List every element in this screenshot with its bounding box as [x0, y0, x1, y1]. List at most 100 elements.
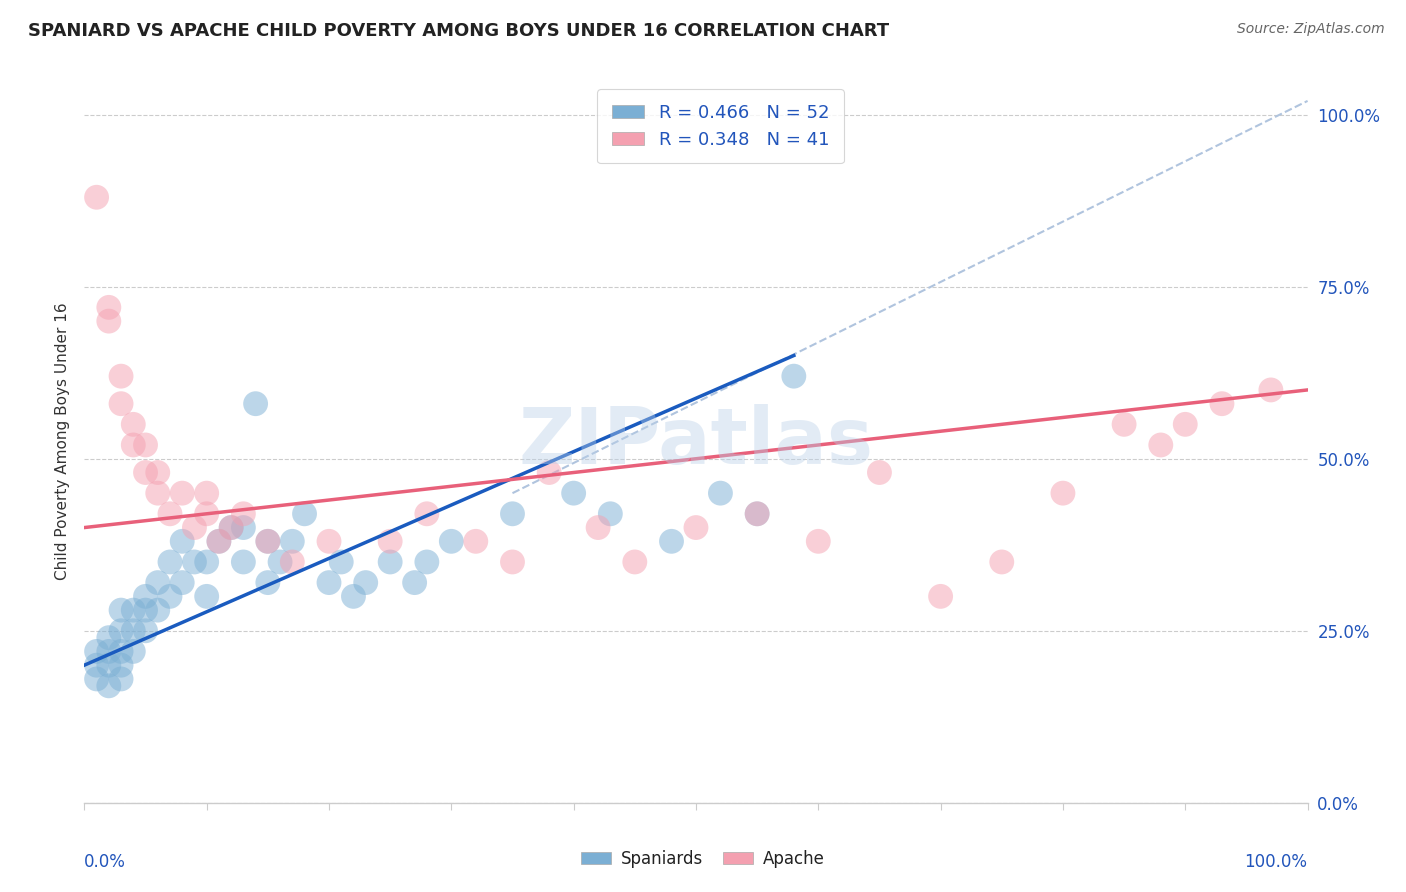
Point [110, 603, 132, 617]
Point [110, 644, 132, 658]
Point [747, 507, 769, 521]
Point [146, 575, 169, 590]
Point [195, 555, 218, 569]
Point [97, 301, 120, 315]
Point [135, 603, 157, 617]
Point [245, 397, 267, 411]
Point [172, 486, 194, 500]
Point [219, 520, 242, 534]
Point [1114, 417, 1136, 432]
Point [318, 575, 340, 590]
Legend: R = 0.466   N = 52, R = 0.348   N = 41: R = 0.466 N = 52, R = 0.348 N = 41 [598, 89, 844, 163]
Point [502, 555, 524, 569]
Point [219, 520, 242, 534]
Point [146, 603, 169, 617]
Point [135, 590, 157, 604]
Point [110, 397, 132, 411]
Point [135, 438, 157, 452]
Text: ZIPatlas: ZIPatlas [519, 403, 873, 480]
Point [257, 534, 280, 549]
Point [257, 575, 280, 590]
Point [294, 507, 316, 521]
Point [122, 438, 145, 452]
Point [208, 534, 231, 549]
Point [599, 507, 621, 521]
Point [586, 520, 609, 534]
Point [97, 644, 120, 658]
Point [1174, 417, 1197, 432]
Point [172, 575, 194, 590]
Point [232, 520, 254, 534]
Point [159, 590, 181, 604]
Point [110, 369, 132, 384]
Point [1052, 486, 1074, 500]
Point [257, 534, 280, 549]
Point [122, 417, 145, 432]
Point [685, 520, 707, 534]
Point [354, 575, 377, 590]
Point [110, 658, 132, 673]
Text: SPANIARD VS APACHE CHILD POVERTY AMONG BOYS UNDER 16 CORRELATION CHART: SPANIARD VS APACHE CHILD POVERTY AMONG B… [28, 22, 889, 40]
Point [122, 624, 145, 638]
Point [232, 555, 254, 569]
Point [159, 507, 181, 521]
Point [146, 486, 169, 500]
Point [538, 466, 561, 480]
Point [929, 590, 952, 604]
Point [122, 644, 145, 658]
Text: 100.0%: 100.0% [1244, 854, 1308, 871]
Point [380, 555, 402, 569]
Point [661, 534, 683, 549]
Point [269, 555, 291, 569]
Point [709, 486, 731, 500]
Point [97, 631, 120, 645]
Point [86, 190, 108, 204]
Point [232, 507, 254, 521]
Point [624, 555, 647, 569]
Text: 0.0%: 0.0% [84, 854, 127, 871]
Point [110, 672, 132, 686]
Point [318, 534, 340, 549]
Point [1150, 438, 1173, 452]
Point [380, 534, 402, 549]
Point [869, 466, 891, 480]
Text: Source: ZipAtlas.com: Source: ZipAtlas.com [1237, 22, 1385, 37]
Point [146, 466, 169, 480]
Point [135, 624, 157, 638]
Point [991, 555, 1014, 569]
Point [330, 555, 353, 569]
Point [135, 466, 157, 480]
Point [110, 624, 132, 638]
Point [86, 672, 108, 686]
Point [86, 644, 108, 658]
Legend: Spaniards, Apache: Spaniards, Apache [574, 844, 832, 875]
Point [172, 534, 194, 549]
Point [281, 534, 304, 549]
Point [807, 534, 830, 549]
Point [1260, 383, 1282, 397]
Point [464, 534, 486, 549]
Point [97, 658, 120, 673]
Point [195, 590, 218, 604]
Point [208, 534, 231, 549]
Point [195, 486, 218, 500]
Point [281, 555, 304, 569]
Point [404, 575, 426, 590]
Point [440, 534, 463, 549]
Point [159, 555, 181, 569]
Point [183, 520, 205, 534]
Point [97, 314, 120, 328]
Point [86, 658, 108, 673]
Point [183, 555, 205, 569]
Point [122, 603, 145, 617]
Point [783, 369, 806, 384]
Point [97, 679, 120, 693]
Point [342, 590, 364, 604]
Point [416, 555, 439, 569]
Point [562, 486, 585, 500]
Y-axis label: Child Poverty Among Boys Under 16: Child Poverty Among Boys Under 16 [55, 302, 70, 581]
Point [747, 507, 769, 521]
Point [416, 507, 439, 521]
Point [195, 507, 218, 521]
Point [1211, 397, 1233, 411]
